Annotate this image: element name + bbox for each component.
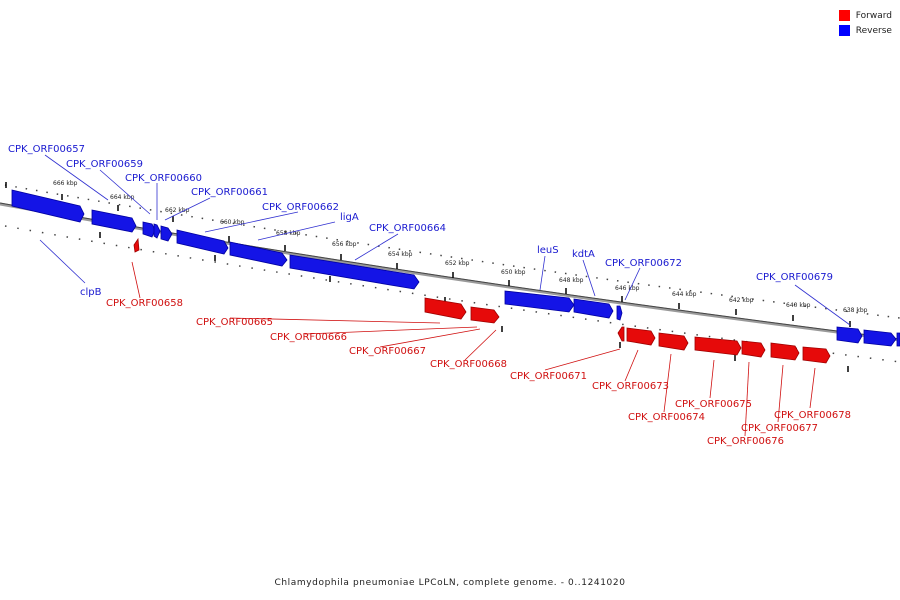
tick-label: 660 kbp [220,219,245,226]
gene-label-reverse: CPK_ORF00672 [605,258,682,269]
tick-label: 664 kbp [110,194,135,201]
gene-reverse[interactable] [91,209,137,233]
gene-label-forward: CPK_ORF00666 [270,332,347,343]
gene-reverse[interactable] [896,332,900,347]
tick-label: 666 kbp [53,180,78,187]
gene-reverse[interactable] [573,298,614,319]
gene-label-reverse: CPK_ORF00660 [125,173,202,184]
gene-label-reverse: CPK_ORF00661 [191,187,268,198]
gene-forward[interactable] [617,326,625,342]
gene-label-forward: CPK_ORF00673 [592,381,669,392]
gene-reverse[interactable] [153,223,161,239]
gene-label-reverse: clpB [80,287,102,298]
genome-caption: Chlamydophila pneumoniae LPCoLN, complet… [274,578,626,588]
reverse-swatch [838,25,850,36]
gene-reverse[interactable] [504,290,575,313]
tick-label: 646 kbp [615,285,640,292]
gene-forward[interactable] [658,332,689,351]
gene-label-forward: CPK_ORF00675 [675,399,752,410]
tick-label: 650 kbp [501,269,526,276]
gene-label-forward: CPK_ORF00676 [707,436,784,447]
gene-forward[interactable] [470,306,500,324]
gene-forward[interactable] [802,346,831,364]
gene-forward[interactable] [770,342,800,361]
gene-label-reverse: kdtA [572,249,595,260]
tick-label: 662 kbp [165,207,190,214]
gene-forward[interactable] [133,237,140,253]
gene-reverse[interactable] [836,326,863,344]
forward-swatch [838,10,850,21]
gene-label-forward: CPK_ORF00658 [106,298,183,309]
tick-label: 640 kbp [786,302,811,309]
legend-forward: Forward [838,8,892,23]
gene-reverse[interactable] [289,254,420,290]
gene-label-forward: CPK_ORF00674 [628,412,705,423]
gene-label-reverse: ligA [340,212,359,223]
gene-label-forward: CPK_ORF00667 [349,346,426,357]
gene-reverse[interactable] [142,221,156,238]
legend-forward-label: Forward [855,10,892,21]
legend: Forward Reverse [838,8,892,38]
gene-forward[interactable] [741,340,766,358]
gene-label-forward: CPK_ORF00671 [510,371,587,382]
gene-label-reverse: CPK_ORF00662 [262,202,339,213]
tick-label: 652 kbp [445,260,470,267]
gene-reverse[interactable] [160,225,173,242]
gene-label-reverse: CPK_ORF00664 [369,223,446,234]
tick-label: 654 kbp [388,251,413,258]
gene-reverse[interactable] [176,229,229,255]
gene-forward[interactable] [424,297,467,320]
gene-reverse[interactable] [616,305,623,321]
gene-label-reverse: CPK_ORF00659 [66,159,143,170]
gene-forward[interactable] [626,327,656,346]
tick-label: 656 kbp [332,241,357,248]
legend-reverse: Reverse [838,23,892,38]
gene-reverse[interactable] [229,241,288,267]
gene-label-reverse: CPK_ORF00657 [8,144,85,155]
gene-forward[interactable] [694,336,742,356]
tick-label: 658 kbp [276,230,301,237]
gene-label-forward: CPK_ORF00668 [430,359,507,370]
gene-label-reverse: CPK_ORF00679 [756,272,833,283]
legend-reverse-label: Reverse [855,25,892,36]
tick-label: 644 kbp [672,291,697,298]
gene-label-forward: CPK_ORF00677 [741,423,818,434]
gene-label-forward: CPK_ORF00678 [774,410,851,421]
tick-label: 648 kbp [559,277,584,284]
gene-reverse[interactable] [11,189,85,223]
gene-label-forward: CPK_ORF00665 [196,317,273,328]
tick-label: 638 kbp [843,307,868,314]
gene-label-reverse: leuS [537,245,559,256]
tick-label: 642 kbp [729,297,754,304]
gene-reverse[interactable] [863,329,897,347]
